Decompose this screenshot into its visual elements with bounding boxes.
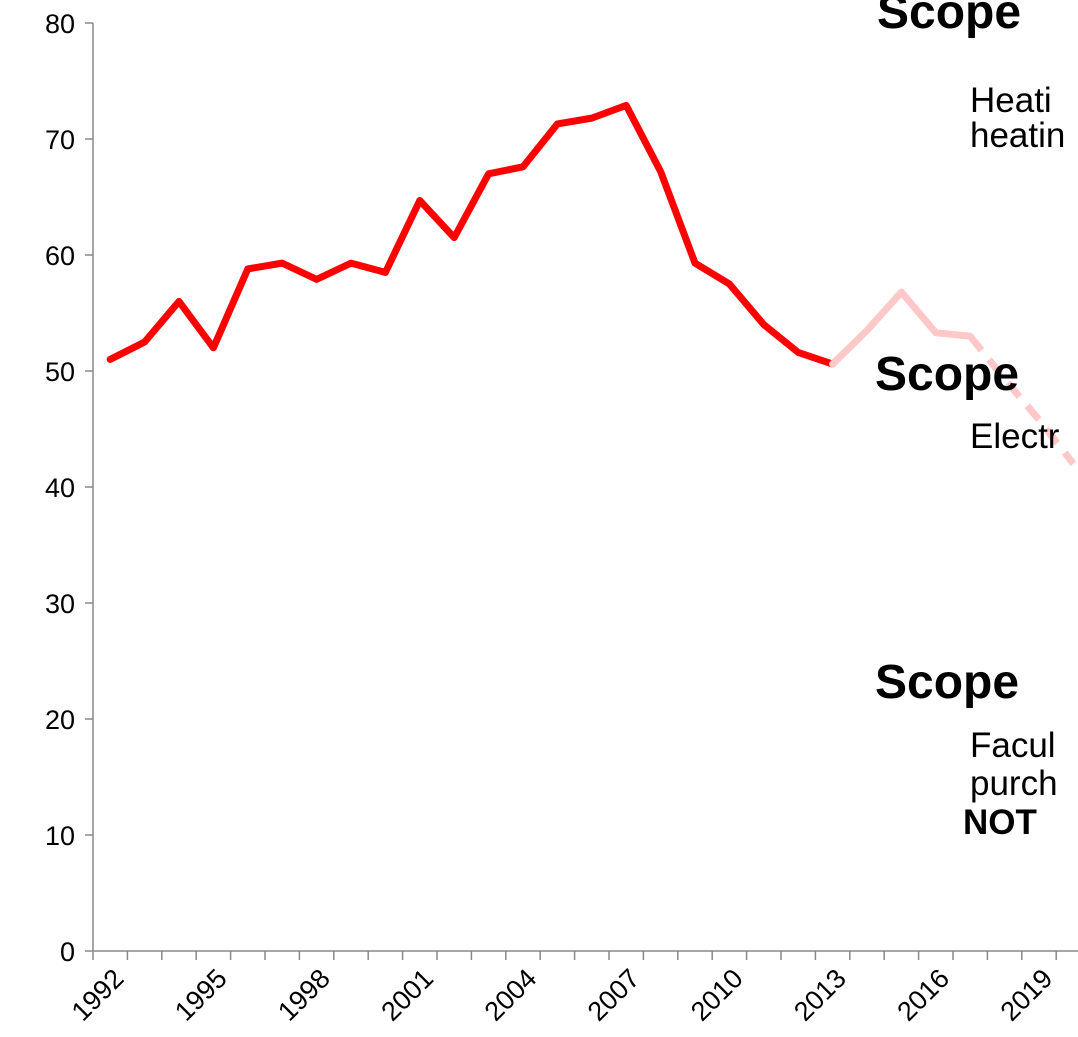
annotation: NOT — [963, 803, 1037, 842]
y-tick-label: 50 — [45, 357, 75, 387]
annotation: Heati — [970, 81, 1052, 120]
y-tick-label: 20 — [45, 705, 75, 735]
x-tick-label: 2007 — [582, 963, 646, 1027]
y-tick-label: 80 — [45, 9, 75, 39]
annotation: purch — [970, 764, 1058, 803]
x-tick-label: 1995 — [169, 963, 233, 1027]
x-tick-label: 2013 — [788, 963, 852, 1027]
line-series — [829, 288, 974, 368]
annotation: Scope — [877, 0, 1021, 39]
annotation: Electr — [970, 417, 1060, 456]
y-tick-label: 0 — [60, 937, 75, 967]
annotation: heatin — [970, 116, 1065, 155]
x-tick-label: 2019 — [995, 963, 1059, 1027]
x-tick-label: 2001 — [375, 963, 439, 1027]
line-series — [106, 101, 837, 368]
annotation: Scope — [875, 656, 1019, 709]
annotation: Scope — [875, 348, 1019, 401]
y-tick-label: 70 — [45, 125, 75, 155]
y-tick-label: 60 — [45, 241, 75, 271]
annotation: Facul — [970, 726, 1056, 765]
x-tick-label: 2016 — [891, 963, 955, 1027]
y-tick-label: 40 — [45, 473, 75, 503]
x-tick-label: 1992 — [66, 963, 130, 1027]
y-tick-label: 10 — [45, 821, 75, 851]
line-series — [967, 334, 1077, 466]
y-tick-label: 30 — [45, 589, 75, 619]
x-tick-label: 1998 — [272, 963, 336, 1027]
x-tick-label: 2004 — [479, 963, 543, 1027]
x-tick-label: 2010 — [685, 963, 749, 1027]
